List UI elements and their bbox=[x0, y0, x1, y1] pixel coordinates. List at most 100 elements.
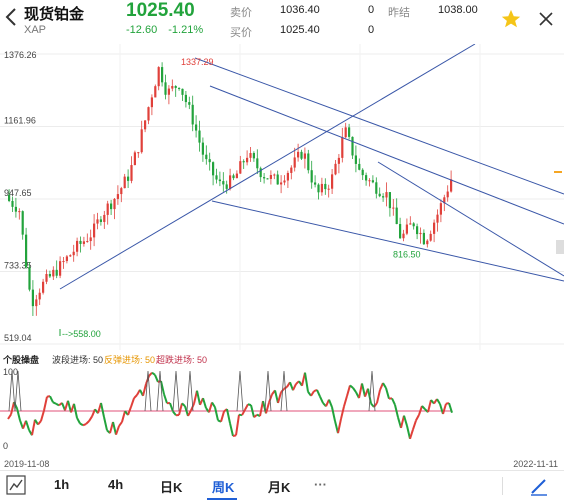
tab-week[interactable]: 周K bbox=[212, 480, 235, 495]
candle-body bbox=[388, 192, 391, 209]
indicator-segment bbox=[76, 417, 81, 424]
y-tick-label: 733.35 bbox=[4, 260, 32, 270]
candle-body bbox=[422, 232, 425, 245]
price-chart[interactable]: 1376.26 1161.96 947.65 733.35 519.04 1337.29… bbox=[0, 43, 564, 350]
candle-body bbox=[450, 179, 453, 192]
candle-body bbox=[337, 157, 340, 164]
tab-month[interactable]: 月K bbox=[268, 480, 291, 495]
candle-body bbox=[31, 289, 34, 307]
candle-body bbox=[222, 181, 225, 185]
indicator-segment bbox=[169, 402, 174, 412]
indicator-segment bbox=[349, 384, 354, 389]
y-tick-label: 1376.26 bbox=[4, 50, 37, 60]
candle-body bbox=[93, 223, 96, 238]
candle-body bbox=[446, 191, 449, 198]
indicator-segment bbox=[172, 410, 177, 416]
favorite-star-icon[interactable] bbox=[500, 8, 522, 30]
candle-body bbox=[35, 299, 38, 307]
indicator-segment bbox=[79, 422, 84, 427]
indicator-segment bbox=[241, 409, 246, 416]
candle-body bbox=[249, 153, 252, 158]
indicator-segment bbox=[361, 383, 366, 397]
candle-body bbox=[344, 127, 347, 138]
candle-body bbox=[327, 188, 330, 190]
candle-body bbox=[439, 203, 442, 215]
indicator-segment bbox=[415, 414, 420, 421]
trend-line bbox=[194, 57, 564, 195]
indicator-segment bbox=[163, 393, 168, 404]
candle-body bbox=[147, 107, 150, 121]
indicator-segment bbox=[445, 402, 450, 405]
candle-body bbox=[45, 274, 48, 282]
candle-body bbox=[178, 87, 181, 89]
indicator-segment bbox=[331, 406, 336, 422]
indicator-segment bbox=[313, 388, 318, 393]
indicator-segment bbox=[220, 411, 225, 422]
indicator-segment bbox=[277, 391, 282, 404]
indicator-segment bbox=[340, 406, 345, 420]
indicator-segment bbox=[181, 402, 186, 407]
candle-body bbox=[300, 151, 303, 159]
chart-background bbox=[0, 44, 564, 350]
signal-spike bbox=[14, 370, 22, 412]
candle-body bbox=[69, 255, 72, 257]
indicator-segment bbox=[55, 402, 60, 407]
candle-body bbox=[123, 176, 126, 189]
tab-1h[interactable]: 1h bbox=[54, 477, 70, 492]
indicator-segment bbox=[31, 419, 36, 436]
trend-line bbox=[211, 200, 564, 282]
candle-body bbox=[65, 256, 68, 262]
indicator-segment bbox=[382, 382, 387, 389]
candle-body bbox=[412, 223, 415, 227]
candle-body bbox=[351, 136, 354, 156]
candle-body bbox=[14, 206, 17, 212]
indicator-item-band: 波段进场: 50 bbox=[52, 355, 104, 365]
candle-body bbox=[293, 157, 296, 168]
indicator-chart-svg[interactable]: 100 0 bbox=[0, 367, 564, 457]
indicator-segment bbox=[112, 421, 117, 435]
change-value: -12.60 bbox=[126, 24, 158, 36]
indicator-segment bbox=[394, 404, 399, 418]
candle-body bbox=[409, 223, 412, 225]
candle-body bbox=[164, 82, 167, 95]
more-periods-button[interactable]: ··· bbox=[314, 477, 327, 492]
candle-body bbox=[86, 241, 89, 243]
candle-body bbox=[378, 193, 381, 197]
draw-pen-icon[interactable] bbox=[528, 475, 550, 497]
candle-body bbox=[225, 184, 228, 189]
candle-body bbox=[11, 200, 14, 207]
line-chart-icon[interactable] bbox=[6, 475, 26, 495]
indicator-segment bbox=[43, 396, 48, 411]
candle-body bbox=[116, 194, 119, 199]
candle-body bbox=[235, 173, 238, 179]
candle-body bbox=[140, 129, 143, 153]
indicator-name[interactable]: 个股操盘 bbox=[3, 355, 40, 365]
candle-body bbox=[144, 120, 147, 130]
candle-body bbox=[79, 240, 82, 244]
close-icon[interactable] bbox=[535, 8, 557, 30]
y-tick-label: 947.65 bbox=[4, 188, 32, 198]
change-percent: -1.21% bbox=[168, 24, 204, 36]
candle-body bbox=[167, 88, 170, 95]
candle-body bbox=[184, 94, 187, 103]
indicator-segment bbox=[247, 403, 252, 407]
candle-body bbox=[201, 142, 204, 155]
indicator-segment bbox=[226, 408, 231, 424]
candle-body bbox=[303, 153, 306, 159]
indicator-chart[interactable]: 100 0 bbox=[0, 367, 564, 457]
back-chevron-icon[interactable] bbox=[4, 6, 18, 28]
candle-body bbox=[212, 162, 215, 176]
tab-4h[interactable]: 4h bbox=[108, 477, 124, 492]
indicator-segment bbox=[142, 383, 147, 397]
candlestick-chart-svg[interactable]: 1376.26 1161.96 947.65 733.35 519.04 1337.29… bbox=[0, 43, 564, 350]
candle-body bbox=[133, 152, 136, 166]
tab-day[interactable]: 日K bbox=[160, 480, 183, 495]
candle-body bbox=[218, 179, 221, 182]
candle-body bbox=[375, 182, 378, 194]
candle-body bbox=[348, 127, 351, 137]
signal-spike bbox=[280, 370, 288, 412]
indicator-segment bbox=[151, 371, 156, 376]
candle-body bbox=[371, 180, 374, 183]
indicator-segment bbox=[352, 387, 357, 393]
period-tabs: 1h 4h 日K 周K 月K ··· bbox=[0, 470, 564, 500]
